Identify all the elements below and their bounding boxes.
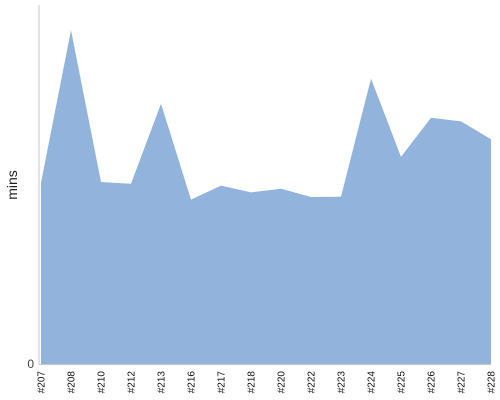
x-tick-label: #208 xyxy=(67,371,78,394)
y-axis-title: mins xyxy=(4,170,20,200)
y-ticks: 0 xyxy=(27,357,34,371)
x-tick-label: #216 xyxy=(187,371,198,394)
x-tick-label: #220 xyxy=(277,371,288,394)
x-tick-label: #213 xyxy=(157,371,168,394)
x-tick-label: #207 xyxy=(37,371,48,394)
y-tick-label: 0 xyxy=(27,357,34,371)
x-tick-label: #223 xyxy=(337,371,348,394)
x-tick-label: #222 xyxy=(307,371,318,394)
series-area xyxy=(41,30,491,364)
x-tick-label: #218 xyxy=(247,371,258,394)
x-tick-label: #227 xyxy=(457,371,468,394)
area-layer xyxy=(41,30,491,364)
x-tick-label: #217 xyxy=(217,371,228,394)
x-tick-label: #226 xyxy=(427,371,438,394)
x-tick-label: #225 xyxy=(397,371,408,394)
x-tick-label: #228 xyxy=(487,371,498,394)
x-ticks: #207 #208 #210 #212 #213 #216 #217 #218 #220 #222… xyxy=(37,371,498,394)
x-tick-label: #210 xyxy=(97,371,108,394)
x-tick-label: #224 xyxy=(367,371,378,394)
x-tick-label: #212 xyxy=(127,371,138,394)
